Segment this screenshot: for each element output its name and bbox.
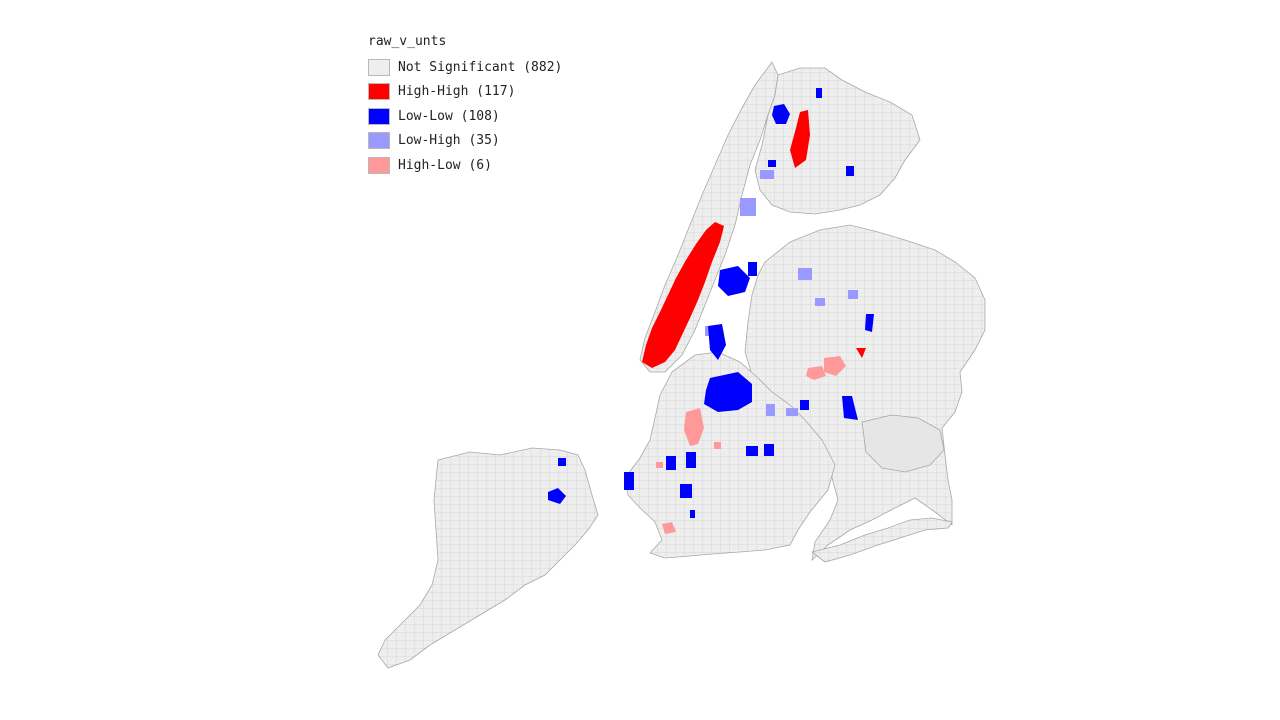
legend-title: raw_v_unts — [368, 34, 447, 49]
legend-swatch-high-low — [368, 156, 390, 174]
low-low-tract — [772, 104, 790, 124]
legend-item-low-low[interactable]: Low-Low (108) — [368, 104, 562, 129]
low-low-tract — [816, 88, 822, 98]
legend-label: Low-Low (108) — [398, 108, 500, 124]
high-high-tract — [856, 348, 866, 358]
legend-label: High-Low (6) — [398, 157, 492, 173]
low-low-tract — [686, 452, 696, 468]
low-low-tract — [865, 314, 874, 332]
legend-item-low-high[interactable]: Low-High (35) — [368, 129, 562, 154]
high-low-tract — [824, 356, 846, 376]
bronx — [754, 67, 921, 215]
legend-swatch-not-significant — [368, 58, 390, 76]
low-low-tract — [718, 266, 750, 296]
high-low-tract — [714, 442, 721, 449]
rockaway — [811, 517, 953, 563]
low-low-tract — [680, 484, 692, 498]
legend-swatch-low-high — [368, 132, 390, 150]
low-high-tract — [760, 170, 774, 179]
low-low-tract — [666, 456, 676, 470]
low-high-tract — [815, 298, 825, 306]
legend-item-not-significant[interactable]: Not Significant (882) — [368, 55, 562, 80]
high-low-tract — [656, 462, 663, 468]
legend-item-high-low[interactable]: High-Low (6) — [368, 153, 562, 178]
low-low-tract — [558, 458, 566, 466]
high-high-tract — [790, 110, 810, 168]
low-high-tract — [798, 268, 812, 280]
low-low-tract — [708, 324, 726, 360]
jamaica-bay — [861, 414, 945, 473]
high-low-tract — [684, 408, 704, 446]
low-high-tract — [848, 290, 858, 299]
legend-swatch-high-high — [368, 83, 390, 101]
low-low-tract — [548, 488, 566, 504]
high-low-tract — [662, 522, 676, 534]
map-legend: raw_v_unts Not Significant (882) High-Hi… — [368, 33, 562, 178]
low-low-tract — [764, 444, 774, 456]
low-low-tract — [800, 400, 809, 410]
high-high-tract — [642, 222, 724, 368]
low-low-tract — [768, 160, 776, 167]
low-high-tract — [766, 404, 775, 416]
low-low-tract — [842, 396, 858, 420]
borough-shapes — [377, 61, 986, 669]
legend-item-high-high[interactable]: High-High (117) — [368, 80, 562, 105]
legend-swatch-low-low — [368, 107, 390, 125]
low-low-tract — [704, 372, 752, 412]
low-high-tract — [786, 408, 798, 416]
staten-island — [377, 447, 599, 669]
legend-label: Not Significant (882) — [398, 59, 563, 75]
cluster-tracts — [548, 88, 874, 534]
low-low-tract — [690, 510, 695, 518]
low-low-tract — [748, 262, 757, 276]
low-high-tract — [740, 198, 756, 216]
low-low-tract — [746, 446, 758, 456]
legend-label: Low-High (35) — [398, 133, 500, 149]
high-low-tract — [806, 366, 826, 380]
low-low-tract — [846, 166, 854, 176]
low-low-tract — [624, 472, 634, 490]
legend-label: High-High (117) — [398, 84, 516, 100]
